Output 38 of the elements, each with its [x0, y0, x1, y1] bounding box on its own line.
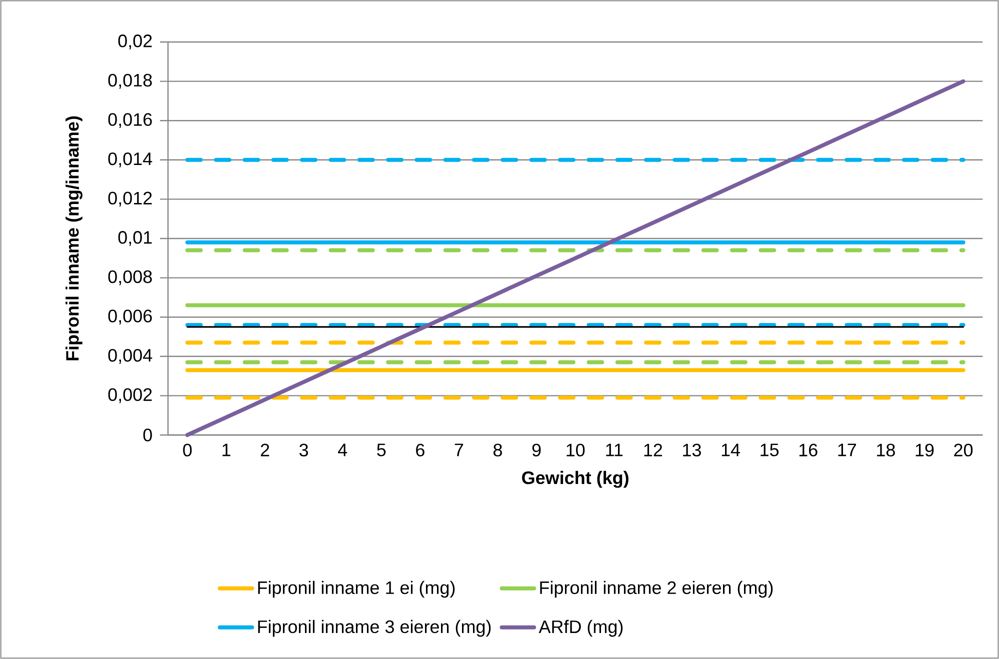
x-tick-label: 10 [566, 444, 585, 456]
y-tick-label: 0,016 [108, 113, 152, 128]
y-tick-label: 0,02 [118, 34, 152, 50]
legend-label: Fipronil inname 2 eieren (mg) [540, 580, 773, 598]
x-tick-label: 2 [260, 444, 270, 456]
y-tick-label: 0,012 [108, 192, 152, 207]
x-axis-title: Gewicht (kg) [522, 470, 628, 488]
x-tick-label: 20 [954, 444, 973, 456]
x-tick-label: 3 [299, 444, 308, 456]
x-tick-label: 11 [606, 444, 623, 456]
x-tick-label: 17 [838, 444, 856, 456]
x-tick-label: 5 [377, 444, 386, 456]
x-tick-label: 12 [644, 444, 662, 456]
y-tick-label: 0 [143, 428, 152, 442]
x-tick-label: 8 [494, 444, 502, 456]
x-tick-label: 1 [222, 444, 230, 456]
y-tick-label: 0,01 [118, 231, 152, 246]
x-tick-label: 15 [760, 444, 779, 456]
y-tick-label: 0,018 [108, 74, 152, 89]
legend-label: Fipronil inname 3 eieren (mg) [258, 620, 491, 637]
x-tick-label: 6 [416, 444, 424, 456]
x-tick-label: 18 [877, 444, 895, 456]
x-tick-label: 4 [338, 444, 348, 456]
x-tick-label: 19 [916, 444, 934, 456]
x-tick-label: 14 [722, 444, 740, 456]
x-tick-label: 7 [454, 444, 464, 456]
x-tick-label: 9 [532, 444, 541, 456]
x-tick-label: 0 [183, 444, 192, 456]
x-tick-label: 13 [683, 444, 701, 456]
y-axis-title: Fipronil inname (mg/inname) [66, 116, 82, 360]
legend-label: Fipronil inname 1 ei (mg) [258, 580, 455, 598]
y-tick-label: 0,006 [108, 310, 152, 325]
legend-label: ARfD (mg) [538, 620, 623, 637]
y-tick-label: 0,008 [108, 270, 152, 286]
x-tick-label: 16 [799, 444, 818, 456]
y-tick-label: 0,004 [108, 348, 152, 364]
y-tick-label: 0,014 [108, 152, 152, 168]
y-tick-label: 0,002 [108, 388, 152, 404]
